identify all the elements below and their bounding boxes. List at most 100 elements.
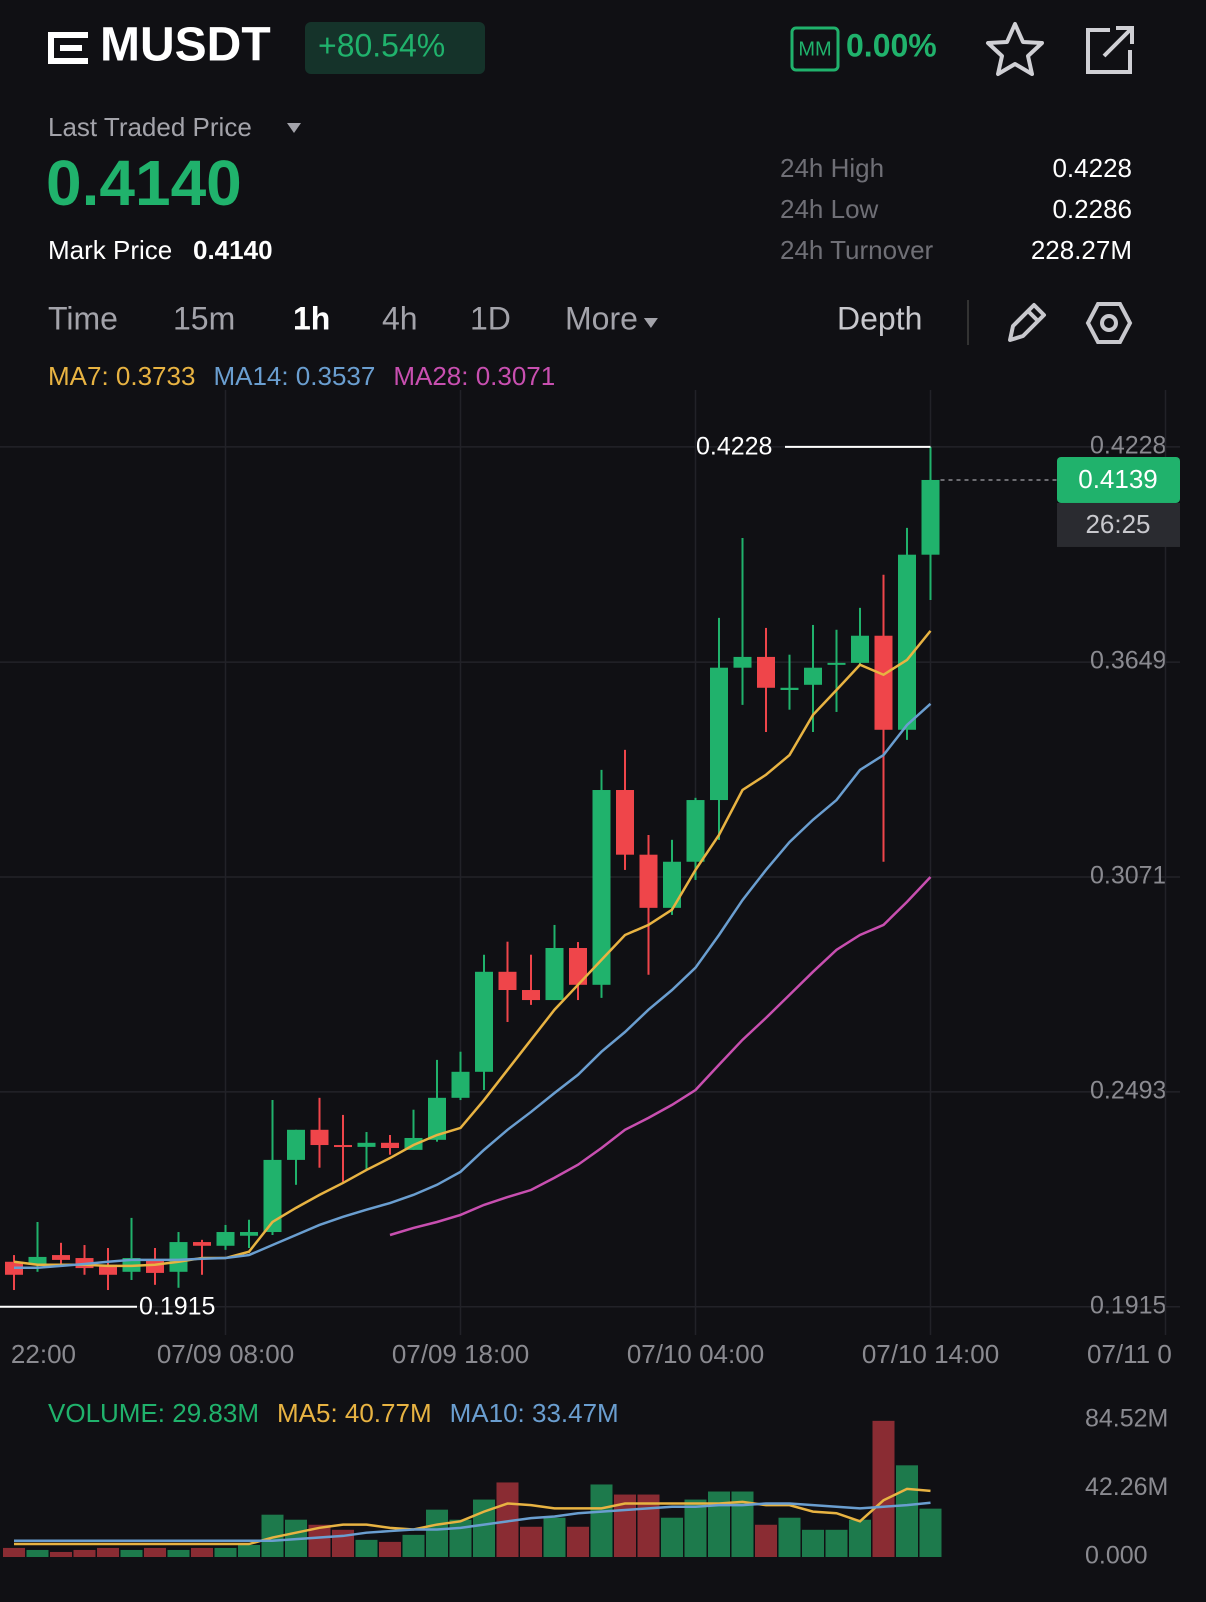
volume-bar: [50, 1551, 72, 1557]
volume-bar: [543, 1517, 566, 1557]
candle-body: [663, 861, 681, 908]
x-tick-label: 07/09 18:00: [392, 1339, 529, 1369]
share-icon[interactable]: [1086, 26, 1134, 74]
change: +80.54%: [318, 27, 445, 63]
volume-bar: [73, 1549, 96, 1557]
candle-body: [357, 1142, 376, 1147]
candle-body: [310, 1129, 329, 1146]
x-tick-label: 22:00: [11, 1339, 76, 1369]
mm-badge: MM: [798, 38, 831, 60]
candle-body: [498, 971, 517, 991]
volume-bar: [355, 1539, 378, 1557]
candle-body: [146, 1259, 164, 1273]
settings-icon[interactable]: [1085, 302, 1133, 344]
candle-body: [804, 667, 822, 685]
low-marker-label: 0.1915: [139, 1292, 215, 1320]
volume-bar: [778, 1517, 801, 1557]
candle-body: [616, 790, 634, 855]
candle-body: [827, 662, 846, 665]
candle-body: [522, 990, 540, 1001]
mark-price: 0.4140: [193, 235, 273, 265]
volume-bar: [567, 1526, 589, 1557]
candle-body: [240, 1232, 258, 1236]
symbol[interactable]: MUSDT: [100, 19, 271, 72]
last-price: 0.4140: [46, 147, 242, 219]
mark-price-label: Mark Price: [48, 235, 172, 265]
stat-label: 24h Turnover: [780, 235, 934, 265]
indicator-label: MA28: 0.3071: [393, 361, 555, 391]
draw-icon[interactable]: [1008, 303, 1046, 342]
stats: 24h High 0.4228 24h Low 0.2286 24h Turnover 2…: [780, 153, 1132, 265]
y-tick-label: 0.1915: [1090, 1291, 1166, 1319]
candle-body: [475, 971, 493, 1072]
menu-icon[interactable]: [48, 32, 88, 64]
y-tick-label: 0.000: [1085, 1542, 1148, 1570]
candle-body: [451, 1071, 470, 1098]
dropdown-arrow: [643, 318, 658, 328]
y-tick-label: 0.4228: [1090, 431, 1166, 459]
stat-value: 228.27M: [1031, 235, 1132, 265]
ma-line: [14, 1487, 931, 1546]
interval-tab[interactable]: More: [565, 300, 638, 336]
candle-body: [545, 948, 564, 1001]
y-tick-label: 0.3071: [1090, 862, 1166, 890]
indicator-label: MA5: 40.77M: [277, 1398, 432, 1428]
volume-bar: [120, 1549, 143, 1557]
ma-line: [14, 702, 932, 1269]
volume-bar: [802, 1529, 824, 1557]
interval-tab[interactable]: 15m: [173, 300, 235, 336]
candle-body: [874, 635, 893, 730]
volume-bar: [919, 1508, 942, 1557]
last-price-tag-label: 0.4139: [1078, 464, 1158, 494]
countdown: 26:25: [1085, 509, 1150, 539]
volume-bar: [144, 1547, 166, 1557]
volume-bar: [191, 1547, 213, 1557]
volume-bar: [167, 1549, 190, 1557]
interval-tab[interactable]: Time: [48, 300, 118, 336]
candle-body: [52, 1255, 70, 1260]
favorite-icon[interactable]: [986, 22, 1044, 76]
y-tick-label: 0.3649: [1090, 647, 1166, 675]
last-price-label[interactable]: Last Traded Price: [48, 112, 252, 142]
candle-body: [193, 1242, 211, 1246]
interval-tab[interactable]: 1D: [470, 300, 511, 336]
volume-bar: [825, 1529, 848, 1557]
interval-tab[interactable]: 1h: [293, 300, 330, 336]
stat-value: 0.4228: [1052, 153, 1132, 183]
x-tick-label: 07/09 08:00: [157, 1339, 294, 1369]
ma-line: [14, 1501, 931, 1543]
volume-bar: [872, 1420, 895, 1557]
candle-body: [169, 1242, 188, 1272]
stat-label: 24h Low: [780, 194, 879, 224]
interval-tab[interactable]: 4h: [382, 300, 418, 336]
candle-body: [686, 800, 705, 862]
candle-body: [381, 1142, 399, 1149]
candle-body: [733, 656, 752, 668]
candle-body: [757, 656, 775, 688]
volume-bar: [755, 1524, 777, 1557]
candle-body: [710, 667, 728, 801]
candle-body: [639, 854, 658, 908]
volume-bar: [496, 1482, 519, 1557]
y-tick-label: 0.2493: [1090, 1076, 1166, 1104]
y-tick-label: 84.52M: [1085, 1405, 1168, 1433]
indicator-label: MA14: 0.3537: [213, 361, 375, 391]
countdown-tag: [1057, 502, 1180, 547]
volume-bar: [849, 1519, 871, 1557]
volume-bar: [449, 1519, 472, 1557]
mm-badge-box: [790, 26, 840, 72]
volume-bar: [637, 1494, 660, 1557]
candle-body: [428, 1097, 446, 1140]
volume-bar: [661, 1517, 683, 1557]
volume-bar: [214, 1547, 237, 1557]
volume-bar: [238, 1544, 260, 1557]
candle-body: [334, 1145, 352, 1148]
ma-line: [13, 630, 932, 1268]
volume-bar: [590, 1484, 613, 1557]
volume-bar: [426, 1509, 448, 1557]
depth-tab[interactable]: Depth: [837, 300, 922, 336]
candle-body: [898, 554, 916, 730]
candle-body: [851, 635, 869, 663]
